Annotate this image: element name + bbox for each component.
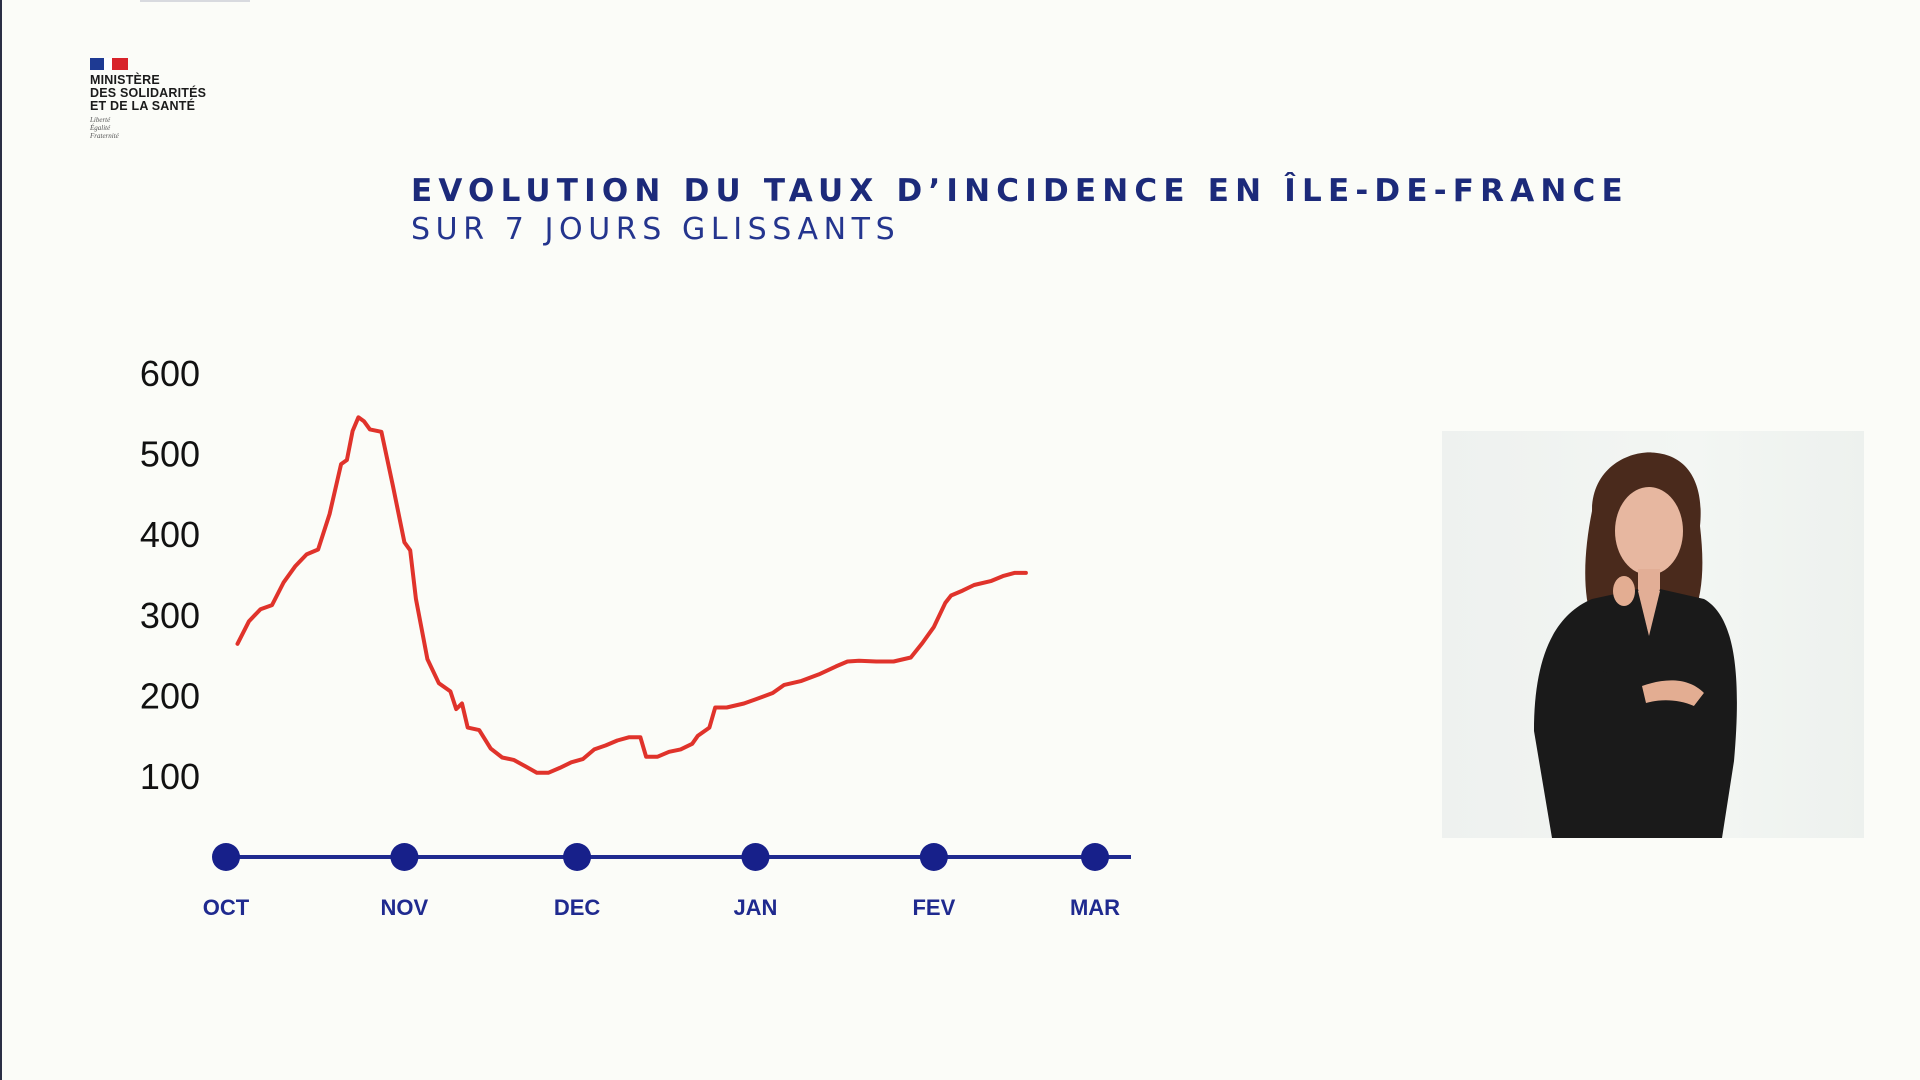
interpreter-figure xyxy=(1534,452,1737,838)
y-tick-label: 200 xyxy=(140,675,200,716)
ministry-line: MINISTÈRE xyxy=(90,73,160,87)
ministry-name: MINISTÈRE DES SOLIDARITÉS ET DE LA SANTÉ xyxy=(90,74,240,113)
x-tick-label: MAR xyxy=(1070,895,1120,920)
x-tick-label: NOV xyxy=(381,895,429,920)
x-tick-marker xyxy=(741,843,770,871)
sign-language-interpreter-video xyxy=(1442,431,1864,838)
chart-title: EVOLUTION DU TAUX D’INCIDENCE EN ÎLE-DE-… xyxy=(411,173,1629,209)
y-tick-label: 400 xyxy=(140,514,200,555)
ministry-line: DES SOLIDARITÉS xyxy=(90,86,207,100)
x-tick-label: OCT xyxy=(203,895,250,920)
y-tick-label: 600 xyxy=(140,353,200,394)
motto-line: Égalité xyxy=(90,124,111,132)
x-tick-marker xyxy=(1081,843,1109,871)
motto-line: Fraternité xyxy=(90,132,119,140)
x-tick-label: JAN xyxy=(733,895,777,920)
y-tick-label: 300 xyxy=(140,595,200,636)
ministry-line: ET DE LA SANTÉ xyxy=(90,99,196,113)
x-tick-label: DEC xyxy=(554,895,601,920)
x-tick-marker xyxy=(919,843,948,871)
incidence-series-line xyxy=(235,415,1028,775)
french-flag-icon xyxy=(90,58,128,70)
y-tick-label: 100 xyxy=(140,756,200,797)
republic-motto: Liberté Égalité Fraternité xyxy=(90,116,240,140)
y-tick-label: 500 xyxy=(140,434,200,475)
x-tick-label: FEV xyxy=(912,895,955,920)
x-tick-marker xyxy=(390,843,419,871)
ministry-logo: MINISTÈRE DES SOLIDARITÉS ET DE LA SANTÉ… xyxy=(90,58,240,153)
x-tick-marker xyxy=(563,843,592,871)
motto-line: Liberté xyxy=(90,116,111,124)
top-edge-mark xyxy=(140,0,250,2)
window-edge xyxy=(0,0,2,1080)
x-tick-marker xyxy=(212,843,240,871)
chart-subtitle: SUR 7 JOURS GLISSANTS xyxy=(411,212,901,247)
